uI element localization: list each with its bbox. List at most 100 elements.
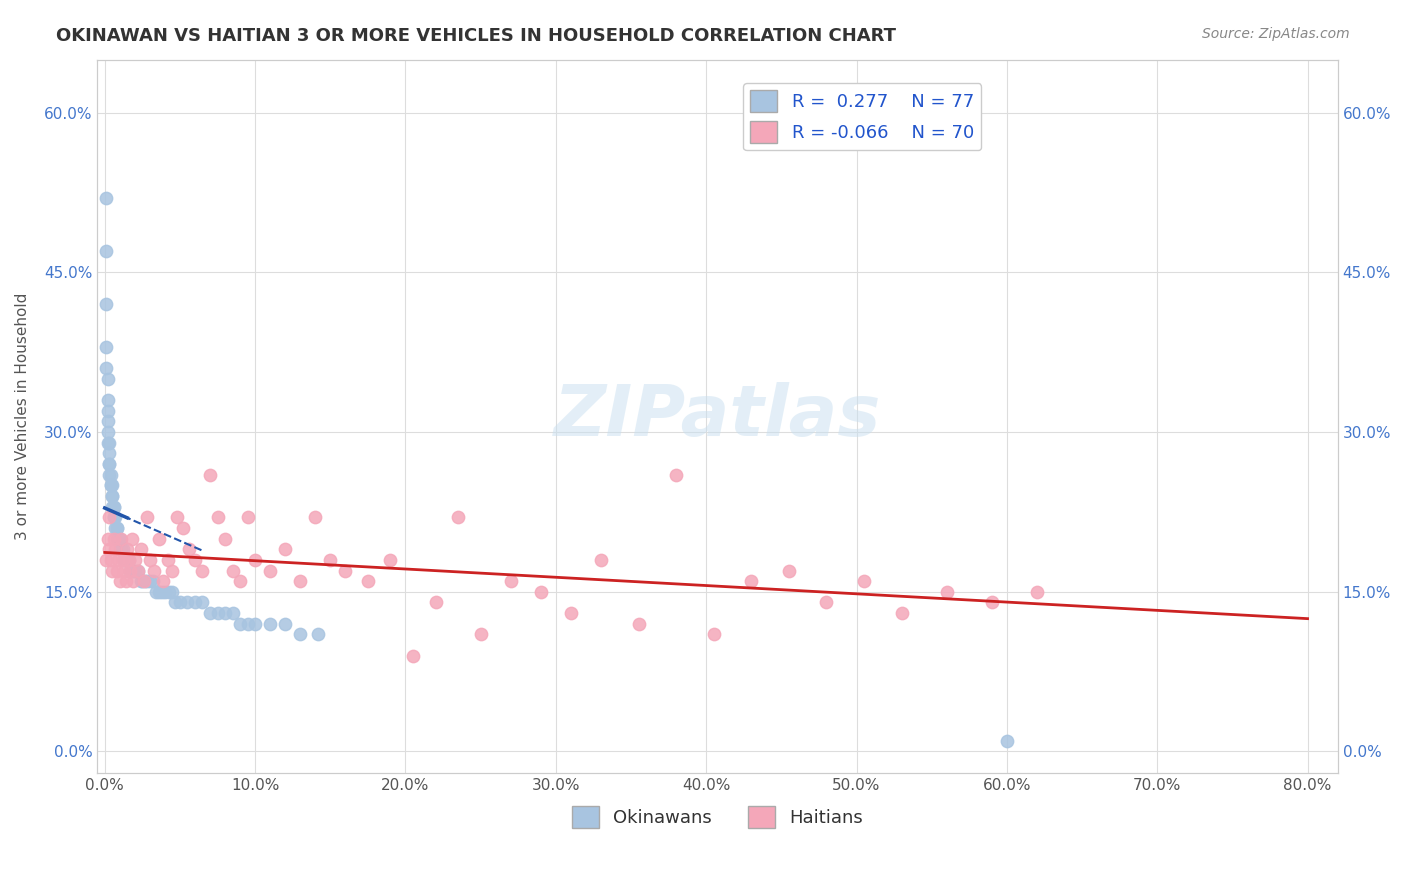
Point (134, 574, 156, 589)
Point (111, 553, 134, 567)
Point (103, 532, 125, 546)
Point (100, 478, 122, 492)
Point (100, 478, 122, 492)
Point (236, 510, 259, 524)
Point (530, 584, 553, 599)
Point (117, 553, 139, 567)
Point (101, 489, 124, 503)
Point (103, 510, 125, 524)
Point (100, 553, 122, 567)
Point (118, 553, 141, 567)
Point (935, 584, 957, 599)
Point (198, 467, 221, 482)
Point (114, 574, 136, 589)
Point (107, 553, 129, 567)
Point (103, 510, 125, 524)
Point (229, 574, 252, 589)
Point (1026, 584, 1049, 599)
Point (172, 521, 194, 535)
Point (380, 553, 402, 567)
Point (114, 553, 136, 567)
Point (107, 532, 129, 546)
Point (96, 553, 118, 567)
Point (120, 564, 142, 578)
Point (198, 606, 221, 620)
Point (259, 616, 281, 631)
Point (135, 574, 157, 589)
Point (162, 564, 184, 578)
Point (145, 584, 167, 599)
Point (627, 616, 650, 631)
Point (176, 595, 198, 609)
Point (357, 574, 380, 589)
Text: OKINAWAN VS HAITIAN 3 OR MORE VEHICLES IN HOUSEHOLD CORRELATION CHART: OKINAWAN VS HAITIAN 3 OR MORE VEHICLES I… (56, 27, 896, 45)
Point (101, 489, 124, 503)
Point (103, 500, 125, 514)
Point (165, 595, 187, 609)
Text: ZIPatlas: ZIPatlas (554, 382, 882, 450)
Point (139, 553, 162, 567)
Point (319, 553, 342, 567)
Text: Source: ZipAtlas.com: Source: ZipAtlas.com (1202, 27, 1350, 41)
Point (108, 532, 131, 546)
Point (143, 564, 166, 578)
Point (127, 564, 149, 578)
Point (98, 457, 121, 471)
Point (131, 574, 153, 589)
Point (150, 584, 173, 599)
Point (995, 734, 1018, 748)
Point (121, 532, 143, 546)
Point (110, 542, 132, 557)
Point (98, 510, 121, 524)
Point (470, 627, 492, 641)
Point (290, 627, 312, 641)
Point (148, 584, 170, 599)
Point (135, 510, 157, 524)
Point (214, 532, 236, 546)
Point (221, 564, 243, 578)
Point (402, 648, 425, 663)
Point (117, 542, 139, 557)
Point (274, 616, 297, 631)
Point (425, 595, 447, 609)
Point (108, 574, 131, 589)
Point (169, 595, 191, 609)
Point (274, 542, 297, 557)
Point (110, 532, 132, 546)
Point (97, 393, 120, 408)
Point (122, 564, 145, 578)
Point (104, 542, 127, 557)
Point (778, 564, 800, 578)
Point (447, 510, 470, 524)
Point (152, 574, 174, 589)
Point (243, 616, 266, 631)
Point (156, 553, 179, 567)
Point (214, 606, 236, 620)
Point (335, 564, 357, 578)
Point (499, 574, 522, 589)
Point (98, 542, 121, 557)
Point (191, 564, 214, 578)
Point (97, 415, 120, 429)
Point (96, 340, 118, 354)
Point (157, 584, 180, 599)
Point (112, 553, 135, 567)
Point (97, 372, 120, 386)
Point (97, 435, 120, 450)
Point (104, 521, 127, 535)
Point (142, 574, 165, 589)
Point (124, 564, 146, 578)
Point (100, 467, 122, 482)
Point (107, 532, 129, 546)
Point (105, 564, 128, 578)
Point (105, 521, 128, 535)
Point (124, 553, 146, 567)
Point (105, 532, 128, 546)
Point (110, 542, 132, 557)
Point (740, 574, 762, 589)
Point (243, 553, 266, 567)
Point (207, 606, 229, 620)
Point (259, 564, 281, 578)
Point (97, 425, 120, 439)
Point (148, 532, 170, 546)
